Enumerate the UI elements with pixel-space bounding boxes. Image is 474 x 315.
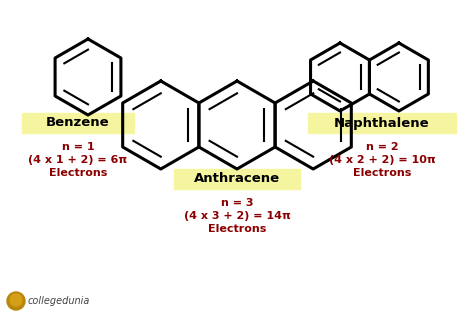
- FancyBboxPatch shape: [174, 169, 300, 189]
- Text: Benzene: Benzene: [46, 117, 110, 129]
- Text: n = 3: n = 3: [221, 198, 253, 208]
- FancyBboxPatch shape: [22, 113, 134, 133]
- Text: Anthracene: Anthracene: [194, 173, 280, 186]
- Text: n = 2: n = 2: [365, 142, 398, 152]
- Circle shape: [7, 292, 25, 310]
- Text: Electrons: Electrons: [49, 168, 107, 178]
- Text: Naphthalene: Naphthalene: [334, 117, 430, 129]
- Text: (4 x 2 + 2) = 10π: (4 x 2 + 2) = 10π: [328, 155, 435, 165]
- FancyBboxPatch shape: [308, 113, 456, 133]
- Text: collegedunia: collegedunia: [28, 296, 91, 306]
- Circle shape: [10, 294, 22, 306]
- Text: Electrons: Electrons: [208, 224, 266, 234]
- Text: Electrons: Electrons: [353, 168, 411, 178]
- Text: n = 1: n = 1: [62, 142, 94, 152]
- Text: (4 x 3 + 2) = 14π: (4 x 3 + 2) = 14π: [183, 211, 291, 221]
- Text: (4 x 1 + 2) = 6π: (4 x 1 + 2) = 6π: [28, 155, 128, 165]
